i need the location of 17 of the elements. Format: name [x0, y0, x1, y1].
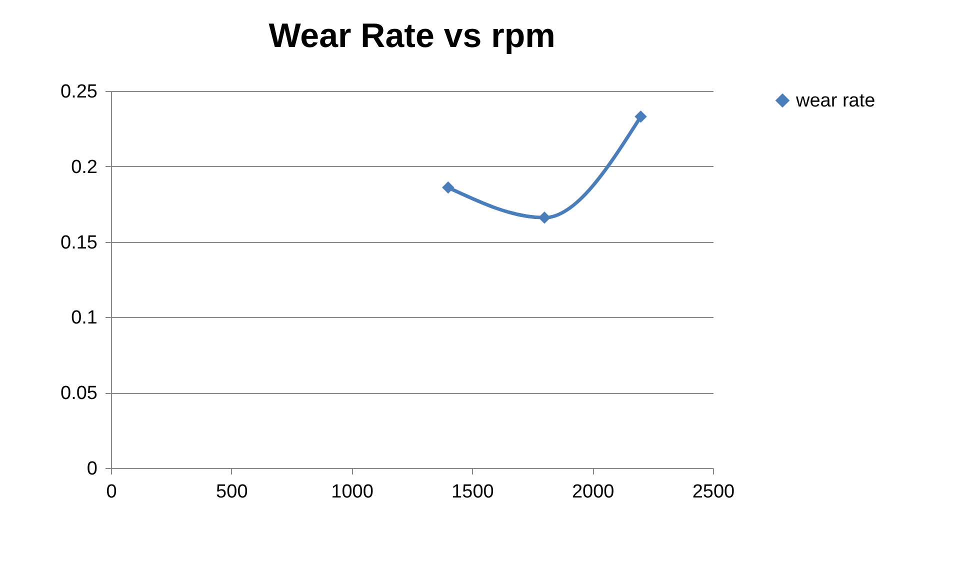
x-tick-label: 1500	[452, 482, 494, 502]
point	[538, 212, 551, 224]
y-tick-label: 0.2	[71, 156, 98, 178]
legend-label: wear rate	[795, 90, 876, 112]
y-tick-label: 0.25	[60, 82, 98, 102]
point	[442, 181, 454, 194]
y-tick-label: 0.05	[60, 383, 98, 404]
x-tick-label: 1000	[331, 482, 374, 502]
y-tick-label: 0	[86, 458, 98, 480]
chart-title: Wear Rate vs rpm	[268, 17, 556, 55]
y-tick-label: 0.1	[71, 308, 98, 329]
x-tick-label: 0	[106, 482, 117, 502]
x-tick-label: 500	[216, 482, 248, 502]
x-tick-label: 2000	[572, 482, 614, 502]
y-tick-label: 0.15	[60, 232, 98, 254]
point	[634, 110, 647, 123]
x-tick-label: 2500	[692, 482, 735, 502]
